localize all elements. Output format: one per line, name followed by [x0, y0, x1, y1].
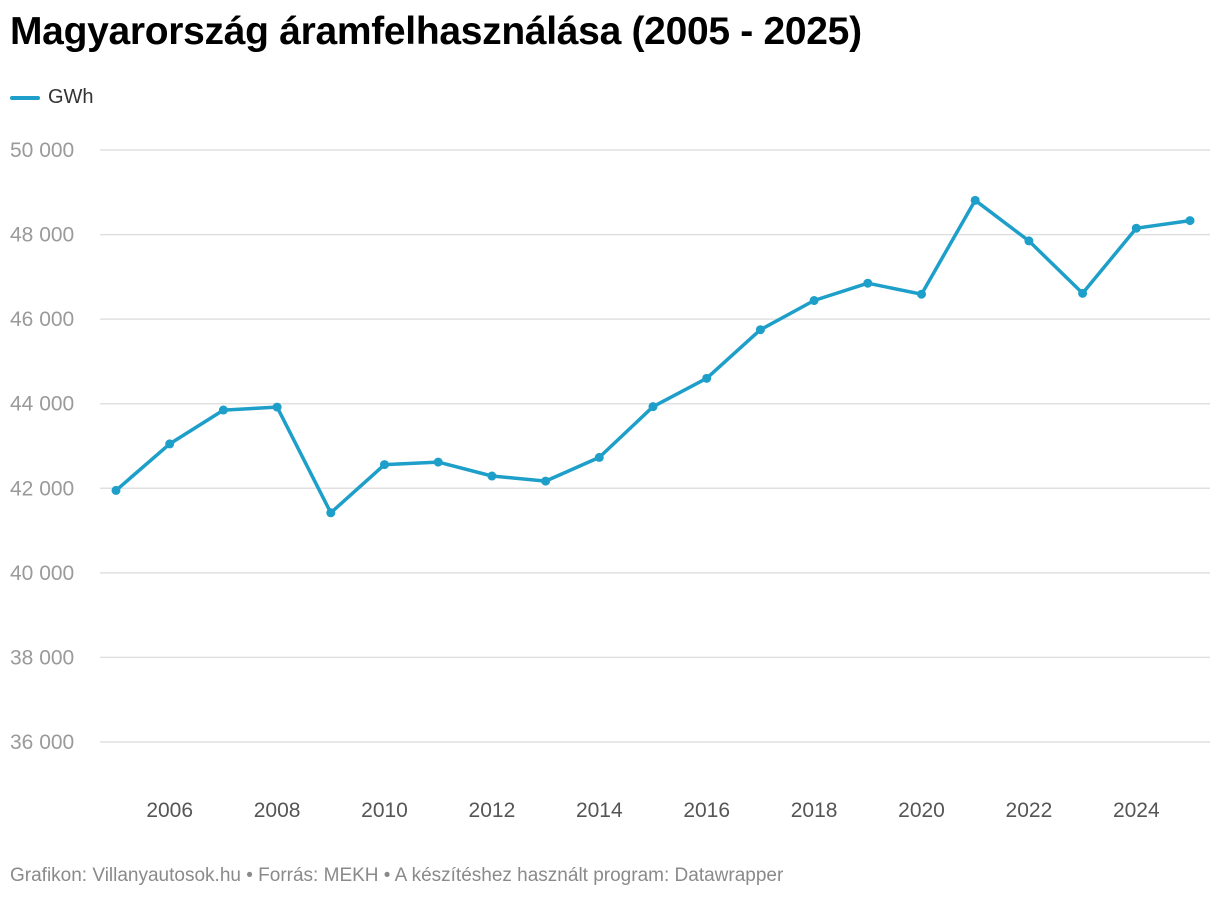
x-tick-label-2024: 2024	[1113, 799, 1160, 822]
y-tick-label-36000: 36 000	[10, 731, 74, 754]
x-axis-ticks: 2006 2008 2010 2012 2014 2016 2018 2020 2022 2024	[146, 799, 1160, 822]
x-tick-label-2006: 2006	[146, 799, 193, 822]
data-point-2009[interactable]	[326, 508, 336, 518]
data-point-2006[interactable]	[165, 439, 175, 449]
x-tick-label-2010: 2010	[361, 799, 408, 822]
data-point-2018[interactable]	[809, 296, 819, 306]
data-point-2008[interactable]	[272, 402, 282, 412]
data-point-2015[interactable]	[648, 402, 658, 412]
y-tick-label-38000: 38 000	[10, 646, 74, 669]
x-tick-label-2012: 2012	[469, 799, 516, 822]
series-line-0	[114, 198, 1192, 515]
data-point-2007[interactable]	[218, 405, 228, 415]
data-point-2010[interactable]	[380, 460, 389, 470]
data-point-2023[interactable]	[1078, 288, 1088, 298]
y-tick-label-42000: 42 000	[10, 477, 74, 500]
legend-swatch	[10, 95, 40, 100]
data-point-2016[interactable]	[702, 373, 712, 383]
x-tick-label-2016: 2016	[683, 799, 730, 822]
grid-layer	[100, 149, 1210, 743]
y-tick-label-46000: 46 000	[10, 308, 74, 331]
data-point-2022[interactable]	[1024, 236, 1034, 246]
data-point-2005[interactable]	[111, 485, 121, 495]
legend: GWh	[10, 86, 94, 109]
x-tick-label-2014: 2014	[576, 799, 623, 822]
x-tick-label-2020: 2020	[898, 799, 945, 822]
data-point-2012[interactable]	[487, 471, 497, 481]
y-tick-label-44000: 44 000	[10, 393, 74, 416]
data-point-2020[interactable]	[917, 289, 926, 299]
x-tick-label-2008: 2008	[254, 799, 301, 822]
y-tick-label-50000: 50 000	[10, 139, 74, 162]
data-point-2021[interactable]	[970, 195, 980, 205]
x-tick-label-2022: 2022	[1006, 799, 1053, 822]
legend-label: GWh	[48, 86, 94, 108]
data-point-2019[interactable]	[863, 278, 873, 288]
data-point-2014[interactable]	[594, 452, 604, 462]
y-tick-label-40000: 40 000	[10, 562, 74, 585]
data-point-2011[interactable]	[433, 457, 443, 467]
data-point-2017[interactable]	[755, 325, 765, 335]
chart-footer: Grafikon: Villanyautosok.hu • Forrás: ME…	[10, 865, 784, 886]
data-point-2024[interactable]	[1131, 223, 1141, 233]
data-point-2025[interactable]	[1185, 216, 1195, 226]
y-axis-ticks: 36 000 38 000 40 000 42 000 44 000 46 000 48 0…	[10, 139, 74, 754]
chart-title: Magyarország áramfelhasználása (2005 - 2…	[10, 10, 862, 53]
series-layer	[111, 195, 1195, 518]
data-point-2013[interactable]	[541, 476, 551, 486]
x-tick-label-2018: 2018	[791, 799, 838, 822]
y-tick-label-48000: 48 000	[10, 224, 74, 247]
line-chart: 36 000 38 000 40 000 42 000 44 000 46 000 48 0…	[10, 139, 1210, 822]
